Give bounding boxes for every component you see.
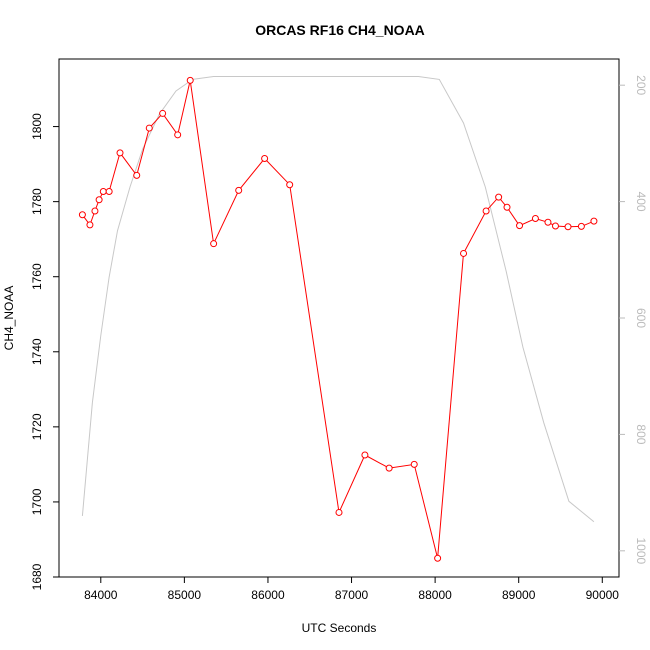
y-tick-label: 1760 xyxy=(30,263,44,290)
ch4-point xyxy=(495,193,503,201)
ch4-point xyxy=(564,223,572,231)
ch4-point xyxy=(460,249,468,257)
ch4-point xyxy=(159,109,167,117)
ch4-point xyxy=(590,217,598,225)
ch4-point xyxy=(531,215,539,223)
ch4-point xyxy=(91,207,99,215)
ch4-point xyxy=(361,451,369,459)
y2-axis: 200 400 600 800 1000 xyxy=(619,75,648,564)
ch4-point xyxy=(210,240,218,248)
ch4-point xyxy=(551,222,559,230)
x-axis-label: UTC Seconds xyxy=(302,621,377,635)
x-tick-label: 89000 xyxy=(502,588,536,602)
ch4-point xyxy=(385,464,393,472)
y2-tick-label: 1000 xyxy=(634,537,648,564)
ch4-point xyxy=(516,222,524,230)
ch4-point xyxy=(145,124,153,132)
plot-frame xyxy=(58,58,620,578)
x-tick-label: 85000 xyxy=(168,588,202,602)
x-tick-label: 87000 xyxy=(335,588,369,602)
y-tick-label: 1720 xyxy=(30,413,44,440)
ch4-series xyxy=(78,76,598,562)
y-tick-label: 1800 xyxy=(30,113,44,140)
ch4-point xyxy=(482,207,490,215)
x-tick-label: 88000 xyxy=(418,588,452,602)
secondary-series xyxy=(81,76,595,523)
y-tick-label: 1700 xyxy=(30,488,44,515)
y2-tick-label: 800 xyxy=(634,424,648,444)
ch4-point xyxy=(410,460,418,468)
y-tick-label: 1680 xyxy=(30,563,44,590)
ch4-point xyxy=(235,186,243,194)
ch4-point xyxy=(335,508,343,516)
x-tick-label: 90000 xyxy=(586,588,620,602)
ch4-point xyxy=(261,154,269,162)
ch4-point xyxy=(105,188,113,196)
x-tick-label: 86000 xyxy=(251,588,285,602)
y2-tick-label: 600 xyxy=(634,308,648,328)
ch4-point xyxy=(503,203,511,211)
y-axis-label: CH4_NOAA xyxy=(2,286,16,351)
ch4-point xyxy=(544,218,552,226)
ch4-point xyxy=(95,196,103,204)
y2-tick-label: 200 xyxy=(634,75,648,95)
ch4-point xyxy=(434,554,442,562)
chart-title: ORCAS RF16 CH4_NOAA xyxy=(255,22,425,38)
ch4-point xyxy=(286,181,294,189)
ch4-point xyxy=(86,221,94,229)
y2-tick-label: 400 xyxy=(634,192,648,212)
x-tick-label: 84000 xyxy=(84,588,118,602)
ch4-point xyxy=(116,149,124,157)
y-axis: 1680 1700 1720 1740 1760 1780 1800 xyxy=(30,113,59,590)
secondary-line xyxy=(81,76,595,523)
ch4-point xyxy=(174,131,182,139)
ch4-point xyxy=(577,222,585,230)
ch4-point xyxy=(186,76,194,84)
ch4-point xyxy=(133,171,141,179)
x-axis: 84000 85000 86000 87000 88000 89000 90000 xyxy=(84,577,619,602)
ch4-point xyxy=(78,211,86,219)
y-tick-label: 1740 xyxy=(30,338,44,365)
y-tick-label: 1780 xyxy=(30,188,44,215)
ch4-point xyxy=(99,188,107,196)
